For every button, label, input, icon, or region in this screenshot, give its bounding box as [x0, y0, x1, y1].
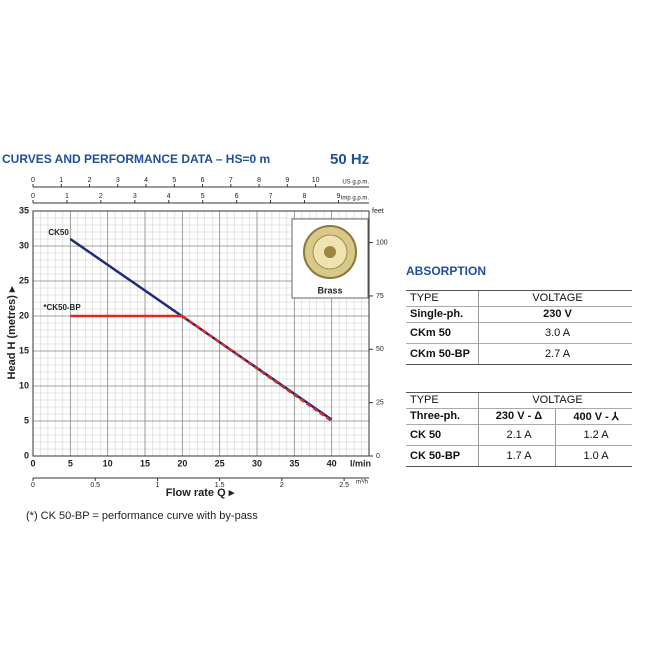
table-cell: VOLTAGE [478, 290, 632, 306]
y-tick-label: 35 [19, 205, 29, 215]
series-label: *CK50-BP [43, 303, 81, 312]
y-tick-label: 30 [19, 240, 29, 250]
top-axis-tick-label: 3 [133, 193, 137, 200]
table-rule [406, 408, 632, 409]
top-axis-tick-label: 7 [229, 177, 233, 184]
y-tick-label: 5 [24, 415, 29, 425]
top-axis-tick-label: 6 [235, 193, 239, 200]
series-label: CK50 [48, 228, 69, 237]
table-cell: 400 V - ⅄ [555, 408, 632, 424]
top-axis-tick-label: 1 [59, 177, 63, 184]
y-axis-label: Head H (metres) ▸ [6, 286, 18, 379]
y2-tick-label: 25 [376, 399, 384, 406]
bottom-axis-tick-label: 0.5 [90, 482, 100, 489]
top-axis-tick-label: 4 [144, 177, 148, 184]
table-cell: TYPE [410, 394, 439, 406]
bottom-axis-tick-label: 1.5 [215, 482, 225, 489]
y2-axis-label: feet [372, 208, 384, 215]
note: (*) CK 50-BP = performance curve with by… [26, 510, 258, 522]
bottom-axis-tick-label: 2.5 [339, 482, 349, 489]
x-tick-label: 25 [215, 458, 225, 468]
x-tick-label: 10 [103, 458, 113, 468]
table-cell: Three-ph. [410, 410, 461, 422]
y-tick-label: 15 [19, 345, 29, 355]
top-axis-tick-label: 0 [31, 193, 35, 200]
x-axis-label: Flow rate Q ▸ [166, 487, 235, 499]
table-cell: 2.7 A [478, 343, 632, 364]
table-cell: 230 V [478, 306, 632, 322]
top-axis-tick-label: 2 [99, 193, 103, 200]
table-rule [406, 343, 632, 344]
plot-frame [32, 210, 370, 457]
y-tick-label: 10 [19, 380, 29, 390]
table-cell: VOLTAGE [478, 392, 632, 408]
table-rule [406, 322, 632, 323]
table-cell: Single-ph. [410, 308, 464, 320]
y-tick-label: 0 [24, 450, 29, 460]
table-cell: 1.7 A [478, 445, 555, 466]
x-tick-label: 15 [140, 458, 150, 468]
x-tick-label: 5 [68, 458, 73, 468]
series-line-dashed [181, 314, 333, 423]
x-tick-label: 35 [289, 458, 299, 468]
top-axis-tick-label: 7 [269, 193, 273, 200]
top-axis-label: US g.p.m. [342, 180, 369, 186]
table-rule [406, 364, 632, 365]
x-unit: l/min [350, 458, 371, 468]
top-axis-tick-label: 8 [303, 193, 307, 200]
x-tick-label: 20 [177, 458, 187, 468]
table-cell: 230 V - Δ [478, 408, 555, 424]
x-tick-label: 30 [252, 458, 262, 468]
table-cell: 1.0 A [555, 445, 632, 466]
top-axis-label: Imp g.p.m. [341, 196, 370, 202]
impeller-icon [303, 225, 357, 279]
image-label: Brass [317, 285, 342, 295]
top-axis-tick-label: 5 [201, 193, 205, 200]
chart-title: CURVES AND PERFORMANCE DATA – HS=0 m [2, 152, 270, 166]
chart-subtitle: 50 Hz [330, 151, 369, 168]
top-axis-tick-label: 4 [167, 193, 171, 200]
top-axis-tick-label: 3 [116, 177, 120, 184]
table-cell: 1.2 A [555, 424, 632, 445]
table-rule [406, 392, 632, 393]
y2-tick-label: 50 [376, 346, 384, 353]
y2-tick-label: 75 [376, 293, 384, 300]
section-title: ABSORPTION [406, 264, 487, 278]
table-rule [406, 466, 632, 467]
table-cell: 2.1 A [478, 424, 555, 445]
bottom-axis-label: m³/h [356, 480, 368, 486]
top-axis-tick-label: 1 [65, 193, 69, 200]
table-rule [406, 424, 632, 425]
table-rule [406, 445, 632, 446]
bottom-axis-tick-label: 1 [155, 482, 159, 489]
table-cell: CKm 50 [410, 326, 451, 339]
top-axis-tick-label: 10 [312, 177, 320, 184]
x-tick-label: 0 [30, 458, 35, 468]
y2-tick-label: 0 [376, 453, 380, 460]
y-tick-label: 25 [19, 275, 29, 285]
top-axis-tick-label: 9 [285, 177, 289, 184]
top-axis-tick-label: 0 [31, 177, 35, 184]
bottom-axis-tick-label: 0 [31, 482, 35, 489]
x-tick-label: 40 [327, 458, 337, 468]
table-cell: CKm 50-BP [410, 347, 470, 360]
top-axis-tick-label: 8 [257, 177, 261, 184]
table-cell: TYPE [410, 292, 439, 304]
top-axis-tick-label: 6 [201, 177, 205, 184]
table-rule [406, 290, 632, 291]
top-axis-tick-label: 2 [88, 177, 92, 184]
top-axis-tick-label: 9 [337, 193, 341, 200]
table-cell: CK 50-BP [410, 449, 461, 462]
top-axis-tick-label: 5 [172, 177, 176, 184]
table-rule [406, 306, 632, 307]
bottom-axis-tick-label: 2 [280, 482, 284, 489]
table-cell: 3.0 A [478, 322, 632, 343]
y2-tick-label: 100 [376, 239, 388, 246]
y-tick-label: 20 [19, 310, 29, 320]
table-cell: CK 50 [410, 428, 442, 441]
